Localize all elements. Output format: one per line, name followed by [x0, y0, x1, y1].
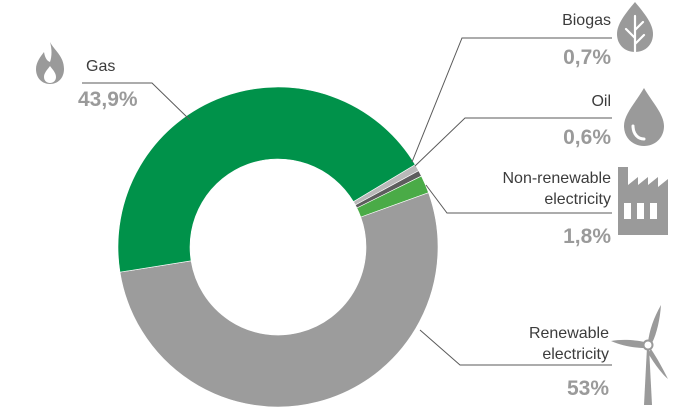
leader-line-oil — [414, 117, 612, 167]
slice-label-gas: Gas — [86, 58, 115, 75]
leader-line-renewable — [419, 329, 612, 366]
slice-label-oil: Oil — [591, 93, 611, 110]
slice-value-gas: 43,9% — [78, 88, 138, 111]
slice-label-renewable-line2: electricity — [542, 346, 609, 363]
slice-label-nonrenewable-line2: electricity — [544, 191, 611, 208]
leader-line-biogas — [411, 37, 612, 163]
oil-drop-icon — [624, 88, 664, 146]
donut-slices — [117, 86, 439, 407]
slice-label-nonrenewable-line1: Non-renewable — [502, 170, 611, 187]
flame-icon — [36, 42, 64, 84]
slice-renew — [119, 192, 439, 407]
slice-label-renewable-line1: Renewable — [529, 325, 609, 342]
wind-turbine-icon — [611, 305, 668, 405]
slice-value-renewable: 53% — [567, 377, 609, 400]
factory-icon — [618, 167, 668, 235]
leader-line-gas — [82, 82, 191, 121]
slice-label-biogas: Biogas — [562, 12, 611, 29]
slice-value-biogas: 0,7% — [563, 46, 611, 69]
slice-gas — [117, 86, 416, 273]
leader-line-nonrenewable — [425, 184, 612, 214]
leaf-icon — [617, 2, 653, 54]
slice-value-oil: 0,6% — [563, 126, 611, 149]
slice-value-nonrenewable: 1,8% — [563, 225, 611, 248]
